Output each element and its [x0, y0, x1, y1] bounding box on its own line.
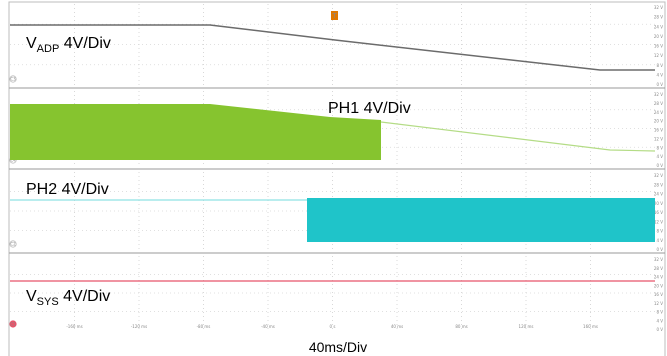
voltage-tick-label: 12 V	[654, 301, 663, 306]
vadp-trace	[10, 24, 655, 71]
voltage-tick-label: 16 V	[654, 128, 663, 133]
time-tick-label: -160 ms	[66, 324, 82, 329]
voltage-tick-label: 8 V	[656, 229, 663, 234]
voltage-tick-label: 28 V	[654, 101, 663, 106]
voltage-tick-label: 8 V	[656, 310, 663, 315]
voltage-tick-label: 4 V	[656, 154, 663, 159]
voltage-tick-label: 24 V	[654, 192, 663, 197]
voltage-tick-label: 0 V	[656, 163, 663, 168]
time-tick-label: -40 ms	[261, 324, 275, 329]
voltage-tick-label: 20 V	[654, 283, 663, 288]
voltage-tick-label: 20 V	[654, 119, 663, 124]
voltage-tick-label: 20 V	[654, 201, 663, 206]
voltage-tick-label: 12 V	[654, 136, 663, 141]
time-tick-label: 40 ms	[391, 324, 403, 329]
voltage-tick-label: 24 V	[654, 110, 663, 115]
voltage-tick-label: 28 V	[654, 266, 663, 271]
voltage-tick-label: 4 V	[656, 238, 663, 243]
channel-marker-label: C3	[10, 77, 16, 82]
scope-panel-vadp: 32 V 28 V 24 V 20 V 16 V 12 V 8 V 4 V 0 V C3	[9, 4, 663, 87]
channel-label-vadp: VADP 4V/Div	[26, 35, 111, 55]
scope-panel-ph2: 32 V 28 V 24 V 20 V 16 V 12 V 8 V 4 V 0 V C2	[9, 168, 665, 252]
channel-label-ph2: PH2 4V/Div	[26, 181, 109, 198]
trigger-marker: T	[331, 11, 338, 20]
ph1-switching-block	[10, 104, 381, 160]
voltage-tick-label: 24 V	[654, 24, 663, 29]
channel-marker-label: C1	[10, 322, 16, 327]
channel-marker	[9, 75, 17, 83]
time-tick-label: -80 ms	[197, 324, 211, 329]
scope-panel-ph1: 32 V28 V24 V20 V16 V12 V8 V4 V0 VC4	[9, 87, 665, 168]
voltage-tick-label: 0 V	[656, 82, 663, 87]
voltage-tick-label: 12 V	[654, 219, 663, 224]
time-tick-label: 120 ms	[519, 324, 534, 329]
time-tick-label: 0 s	[330, 324, 336, 329]
voltage-tick-label: 4 V	[656, 318, 663, 323]
voltage-tick-label: 24 V	[654, 275, 663, 280]
ph1-trace	[380, 121, 656, 152]
channel-label-vsys: VSYS 4V/Div	[26, 288, 110, 308]
voltage-tick-label: 0 V	[656, 247, 663, 252]
channel-marker	[9, 320, 17, 328]
voltage-tick-label: 8 V	[656, 145, 663, 150]
voltage-tick-label: 32 V	[654, 173, 663, 178]
voltage-tick-label: 32 V	[654, 257, 663, 262]
voltage-tick-label: 16 V	[654, 292, 663, 297]
time-tick-label: -120 ms	[131, 324, 147, 329]
channel-marker	[9, 240, 17, 248]
voltage-tick-label: 32 V	[654, 5, 663, 10]
time-tick-label: 160 ms	[583, 324, 598, 329]
trigger-marker-label: T	[331, 12, 337, 20]
voltage-tick-label: 28 V	[654, 182, 663, 187]
voltage-tick-label: 8 V	[656, 63, 663, 68]
ph2-switching-block	[307, 198, 655, 242]
voltage-tick-label: 28 V	[654, 15, 663, 20]
time-tick-label: 80 ms	[455, 324, 467, 329]
voltage-tick-label: 16 V	[654, 44, 663, 49]
voltage-tick-label: 16 V	[654, 210, 663, 215]
voltage-tick-label: 0 V	[656, 327, 663, 332]
channel-marker-label: C2	[10, 242, 16, 247]
voltage-tick-label: 4 V	[656, 72, 663, 77]
voltage-tick-label: 12 V	[654, 53, 663, 58]
timebase-label: 40ms/Div	[309, 339, 367, 355]
voltage-tick-label: 32 V	[654, 92, 663, 97]
channel-label-ph1: PH1 4V/Div	[328, 100, 411, 117]
voltage-tick-label: 20 V	[654, 34, 663, 39]
scope-panel-vsys: 32 V 28 V 24 V 20 V 16 V 12 V 8 V 4 V 0 V C1	[9, 252, 665, 332]
